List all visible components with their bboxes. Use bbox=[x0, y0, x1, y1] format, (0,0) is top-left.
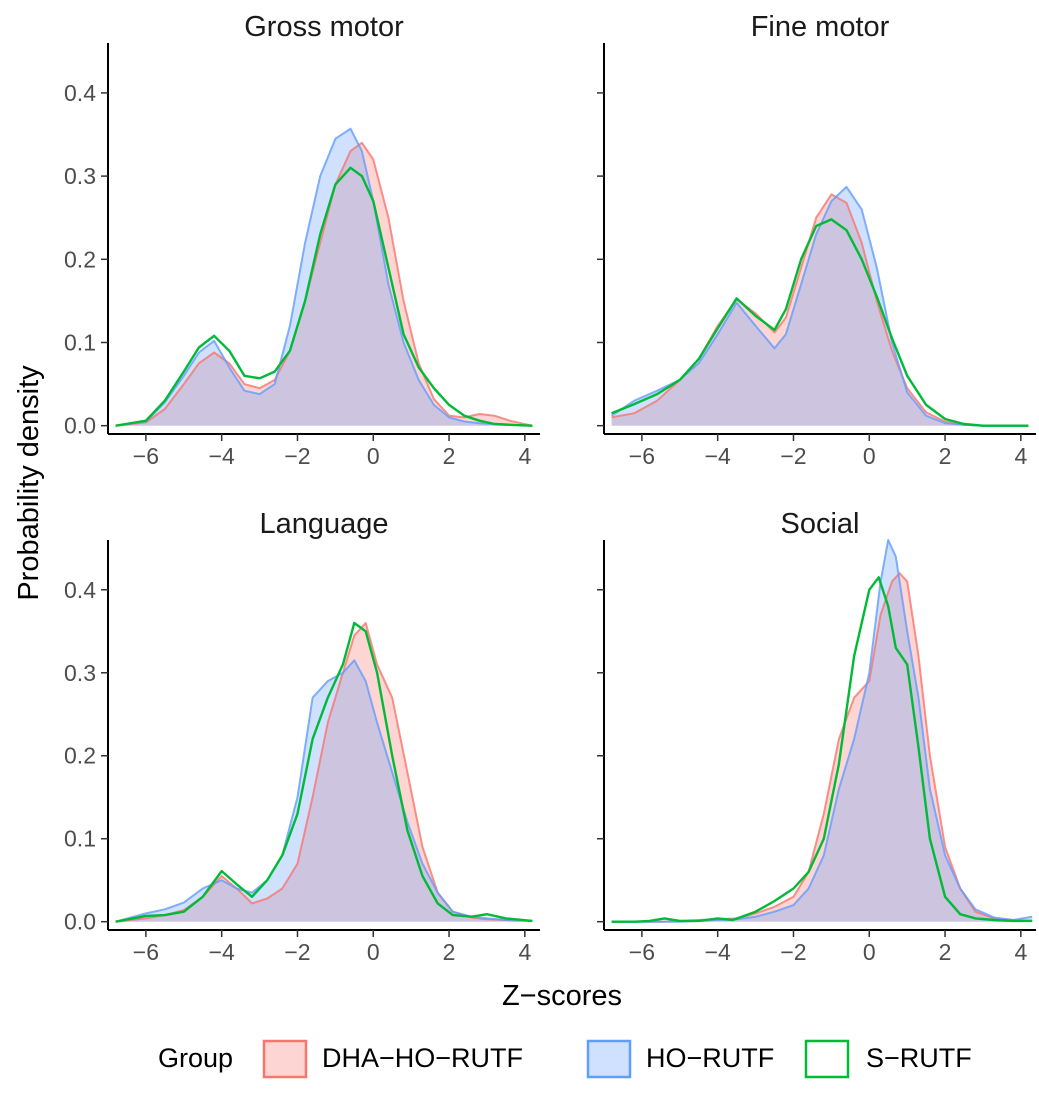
x-tick-label: 2 bbox=[443, 443, 456, 469]
y-tick-label: 0.2 bbox=[64, 246, 96, 272]
panel-title: Social bbox=[781, 508, 860, 540]
panel-2: Language −6 −4 −2 0 2 4 0.0 0.1 0.2 0.3 0.4 bbox=[64, 508, 540, 965]
legend-title: Group bbox=[158, 1043, 233, 1073]
x-tick-label: −2 bbox=[780, 443, 806, 469]
x-tick-label: 0 bbox=[863, 939, 876, 965]
line-S−RUTF bbox=[611, 576, 1033, 923]
y-axis-title: Probability density bbox=[13, 365, 45, 601]
legend-key bbox=[262, 1039, 308, 1079]
panel-title: Fine motor bbox=[751, 11, 890, 43]
legend-label: HO−RUTF bbox=[646, 1043, 774, 1073]
y-tick-label: 0.1 bbox=[64, 826, 96, 852]
x-tick-label: −6 bbox=[133, 443, 159, 469]
y-tick-label: 0.4 bbox=[64, 80, 96, 106]
x-tick-label: −6 bbox=[629, 939, 655, 965]
panel-title: Language bbox=[259, 508, 388, 540]
line-HO−RUTF bbox=[611, 185, 1029, 427]
line-S−RUTF bbox=[115, 621, 533, 923]
y-tick-label: 0.4 bbox=[64, 577, 96, 603]
legend: Group DHA−HO−RUTF HO−RUTF S−RUTF bbox=[158, 1039, 972, 1079]
line-HO−RUTF bbox=[115, 127, 533, 427]
area-DHA−HO−RUTF bbox=[115, 623, 533, 922]
x-tick-label: 2 bbox=[443, 939, 456, 965]
x-tick-label: 4 bbox=[518, 443, 531, 469]
panel-1: Fine motor −6 −4 −2 0 2 4 bbox=[597, 11, 1036, 469]
x-tick-label: 0 bbox=[367, 443, 380, 469]
area-HO−RUTF bbox=[611, 186, 1029, 426]
area-DHA−HO−RUTF bbox=[611, 194, 1029, 426]
line-S−RUTF bbox=[115, 166, 533, 427]
x-tick-label: 2 bbox=[939, 939, 952, 965]
x-tick-label: 4 bbox=[1014, 939, 1027, 965]
line-S−RUTF bbox=[611, 218, 1029, 427]
y-tick-label: 0.0 bbox=[64, 413, 96, 439]
x-tick-label: −6 bbox=[133, 939, 159, 965]
area-HO−RUTF bbox=[115, 660, 533, 922]
x-tick-label: 0 bbox=[863, 443, 876, 469]
x-tick-label: 4 bbox=[1014, 443, 1027, 469]
x-tick-label: −4 bbox=[209, 939, 235, 965]
panel-3: Social −6 −4 −2 0 2 4 bbox=[597, 508, 1036, 965]
area-S−RUTF bbox=[116, 623, 533, 922]
y-tick-label: 0.1 bbox=[64, 329, 96, 355]
y-tick-label: 0.0 bbox=[64, 909, 96, 935]
x-tick-label: 2 bbox=[939, 443, 952, 469]
x-tick-label: 0 bbox=[367, 939, 380, 965]
x-tick-label: −2 bbox=[780, 939, 806, 965]
x-axis-title: Z−scores bbox=[502, 980, 622, 1012]
area-S−RUTF bbox=[612, 577, 1033, 921]
x-tick-label: −4 bbox=[705, 939, 731, 965]
panels: Gross motor −6 −4 −2 0 2 4 0.0 0.1 0.2 0.3 0.4 Fine … bbox=[64, 11, 1036, 965]
area-HO−RUTF bbox=[611, 540, 1033, 922]
y-tick-label: 0.3 bbox=[64, 163, 96, 189]
area-S−RUTF bbox=[612, 219, 1029, 425]
legend-key bbox=[804, 1039, 850, 1079]
legend-label: DHA−HO−RUTF bbox=[322, 1043, 523, 1073]
x-tick-label: −4 bbox=[209, 443, 235, 469]
panel-title: Gross motor bbox=[244, 11, 404, 43]
x-tick-label: −6 bbox=[629, 443, 655, 469]
panel-0: Gross motor −6 −4 −2 0 2 4 0.0 0.1 0.2 0.3 0.4 bbox=[64, 11, 540, 469]
legend-label: S−RUTF bbox=[866, 1043, 972, 1073]
x-tick-label: −4 bbox=[705, 443, 731, 469]
legend-key bbox=[586, 1039, 632, 1079]
y-tick-label: 0.3 bbox=[64, 660, 96, 686]
x-tick-label: 4 bbox=[518, 939, 531, 965]
y-tick-label: 0.2 bbox=[64, 743, 96, 769]
area-DHA−HO−RUTF bbox=[115, 142, 533, 426]
line-HO−RUTF bbox=[115, 659, 533, 923]
x-tick-label: −2 bbox=[284, 939, 310, 965]
x-tick-label: −2 bbox=[284, 443, 310, 469]
area-DHA−HO−RUTF bbox=[611, 573, 1033, 922]
